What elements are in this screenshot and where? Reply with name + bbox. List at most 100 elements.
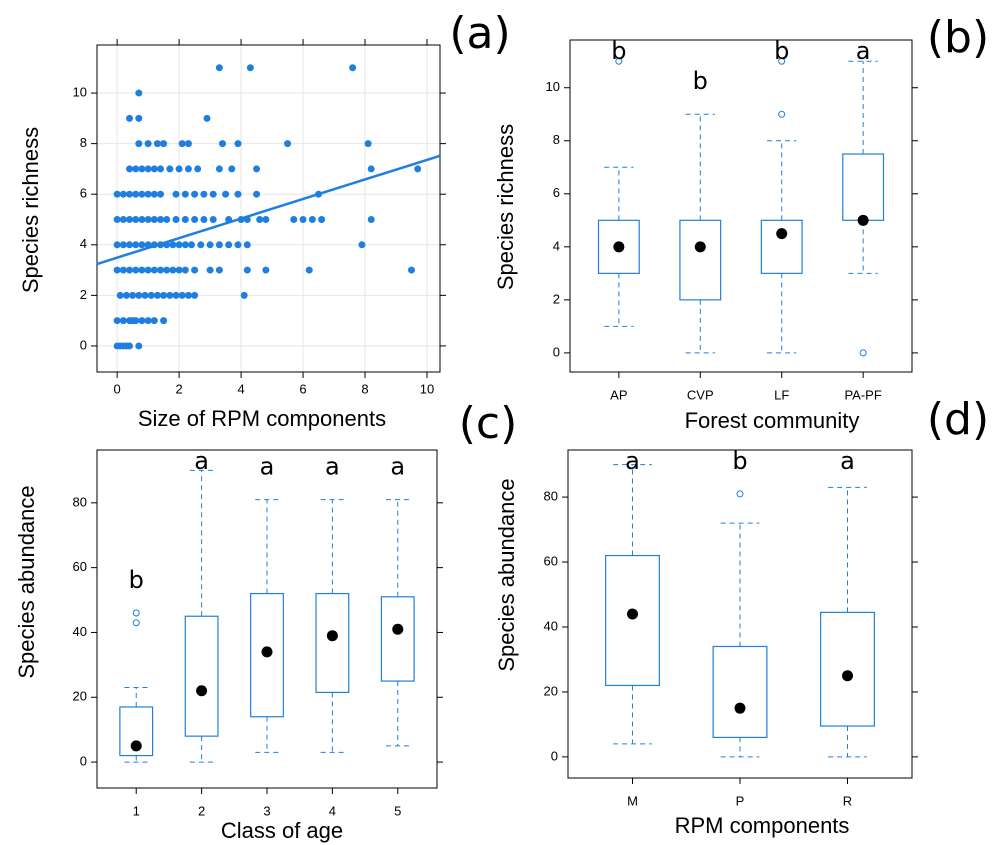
panel-label: (c) — [459, 398, 518, 449]
point — [262, 216, 270, 224]
point — [206, 241, 214, 249]
point — [135, 89, 143, 97]
point — [243, 241, 251, 249]
point — [138, 266, 146, 274]
median — [842, 670, 853, 682]
y-tick-label: 0 — [80, 337, 87, 352]
point — [203, 114, 211, 122]
point — [135, 140, 143, 148]
x-axis-title: Size of RPM components — [138, 406, 386, 431]
point — [367, 165, 375, 173]
median — [613, 241, 625, 253]
median — [776, 228, 788, 240]
point — [119, 317, 127, 325]
point — [126, 114, 134, 122]
point — [191, 190, 199, 198]
median — [392, 623, 404, 635]
y-tick-label: 60 — [544, 553, 558, 568]
y-tick-label: 10 — [546, 79, 560, 94]
point — [215, 241, 223, 249]
point — [318, 216, 326, 224]
point — [138, 317, 146, 325]
point — [262, 266, 270, 274]
point — [364, 140, 372, 148]
panel-label: (d) — [927, 394, 989, 445]
point — [414, 165, 422, 173]
point — [234, 140, 242, 148]
point — [119, 241, 127, 249]
point — [178, 291, 186, 299]
median — [627, 608, 638, 620]
point — [157, 190, 165, 198]
y-axis-title: Species richness — [493, 124, 518, 290]
group-letter: a — [856, 37, 871, 65]
x-tick-label: 6 — [299, 381, 306, 396]
point — [200, 190, 208, 198]
point — [157, 216, 165, 224]
group-letter: a — [260, 453, 275, 481]
group-letter: a — [325, 453, 340, 481]
point — [407, 266, 415, 274]
point — [163, 266, 171, 274]
plot-frame — [567, 449, 913, 779]
box — [679, 219, 722, 301]
y-tick-label: 8 — [80, 135, 87, 150]
outlier — [615, 57, 623, 65]
outlier — [736, 490, 744, 498]
point — [358, 241, 366, 249]
point — [308, 216, 316, 224]
point — [144, 216, 152, 224]
y-tick-label: 8 — [553, 132, 560, 147]
point — [138, 190, 146, 198]
x-tick-label: R — [843, 793, 852, 808]
point — [191, 291, 199, 299]
point — [144, 165, 152, 173]
box — [315, 592, 350, 694]
point — [126, 190, 134, 198]
panel-label: (a) — [449, 8, 510, 59]
point — [126, 241, 134, 249]
point — [166, 291, 174, 299]
group-letter: b — [129, 566, 144, 594]
y-axis-title: Species richness — [18, 127, 43, 293]
point — [215, 266, 223, 274]
point — [228, 165, 236, 173]
point — [132, 317, 140, 325]
point — [138, 165, 146, 173]
y-tick-label: 4 — [553, 238, 560, 253]
point — [147, 291, 155, 299]
point — [132, 190, 140, 198]
point — [172, 291, 180, 299]
x-tick-label: 5 — [394, 803, 401, 818]
x-axis-title: Forest community — [685, 408, 860, 433]
point — [175, 165, 183, 173]
x-tick-label: 10 — [420, 381, 434, 396]
y-tick-label: 40 — [73, 624, 87, 639]
x-tick-label: 4 — [237, 381, 244, 396]
median — [130, 740, 142, 752]
point — [126, 216, 134, 224]
median — [694, 241, 706, 253]
x-tick-label: 3 — [263, 803, 270, 818]
point — [132, 266, 140, 274]
group-letter: a — [840, 447, 855, 475]
point — [175, 266, 183, 274]
x-tick-label: 8 — [361, 381, 368, 396]
box — [760, 219, 803, 274]
median — [196, 685, 208, 697]
point — [150, 266, 158, 274]
y-tick-label: 6 — [80, 186, 87, 201]
point — [122, 291, 130, 299]
point — [157, 165, 165, 173]
x-tick-label: PA-PF — [844, 387, 881, 402]
box — [712, 645, 768, 739]
point — [116, 291, 124, 299]
point — [153, 291, 161, 299]
point — [157, 266, 165, 274]
outlier — [778, 57, 786, 65]
point — [215, 64, 223, 72]
point — [126, 342, 134, 350]
y-tick-label: 0 — [553, 344, 560, 359]
y-tick-label: 10 — [73, 84, 87, 99]
point — [160, 291, 168, 299]
